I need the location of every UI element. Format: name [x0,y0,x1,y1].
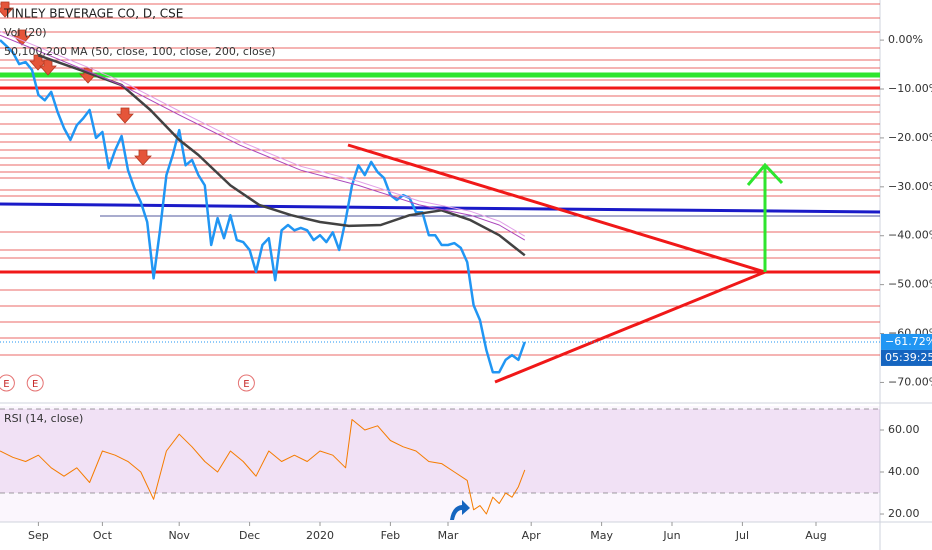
x-tick-label: Jul [735,529,749,542]
chart-title: TINLEY BEVERAGE CO, D, CSE [3,7,183,21]
x-tick-label: Aug [805,529,826,542]
series-line [0,30,526,237]
x-tick-label: Nov [168,529,190,542]
countdown: 05:39:25 [885,351,932,364]
y-tick-label: 60.00 [888,423,920,436]
y-tick-label: 40.00 [888,465,920,478]
indicator-label: Vol (20) [4,26,47,39]
event-marker [0,374,15,392]
x-tick-label: Mar [438,529,459,542]
countdown-box [881,349,932,366]
x-tick-label: Apr [522,529,542,542]
event-marker [237,374,255,392]
series-line [0,419,526,515]
y-tick-label: 0.00% [888,33,923,46]
event-label: E [32,379,38,390]
y-tick-label: −50.00% [888,278,932,291]
rsi-label: RSI (14, close) [4,412,83,425]
y-tick-label: −30.00% [888,180,932,193]
sell-arrow [116,107,134,124]
target-arrow [746,162,784,272]
price-label: −61.72% [885,335,932,348]
series-line [0,34,526,241]
y-tick-label: 20.00 [888,507,920,520]
sell-arrow [13,29,31,46]
y-tick-label: −70.00% [888,375,932,388]
x-tick-label: Dec [239,529,260,542]
series-line [37,54,526,257]
x-tick-label: Oct [93,529,113,542]
y-tick-label: −40.00% [888,229,932,242]
sell-arrow [0,1,14,18]
buy-arrow [450,500,470,520]
x-tick-label: Sep [28,529,49,542]
x-tick-label: May [590,529,613,542]
y-tick-label: −20.00% [888,131,932,144]
indicator-label: 50,100,200 MA (50, close, 100, close, 20… [4,45,276,58]
y-tick-label: −10.00% [888,82,932,95]
series-line [0,39,526,374]
sell-arrow [134,149,152,166]
x-tick-label: 2020 [306,529,334,542]
drawings [0,1,881,520]
price-label-box [881,333,932,350]
x-tick-label: Feb [381,529,400,542]
rsi-pane [0,406,880,522]
event-label: E [3,379,9,390]
level-line [0,202,881,214]
event-marker [26,374,44,392]
x-tick-label: Jun [662,529,680,542]
event-label: E [243,379,249,390]
band-fill [0,408,880,494]
